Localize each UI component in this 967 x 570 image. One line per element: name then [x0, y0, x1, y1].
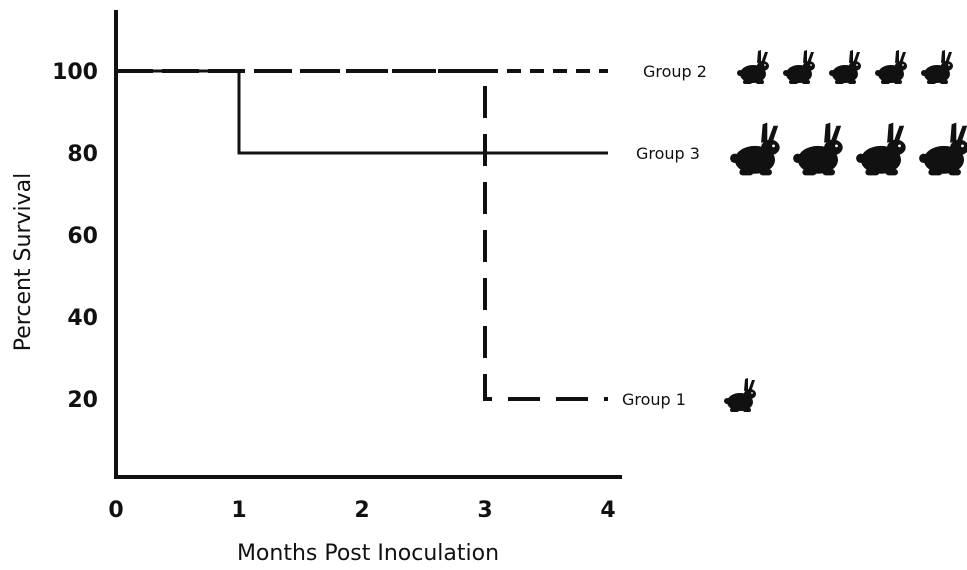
series-label: Group 2: [643, 62, 707, 81]
y-tick-label: 20: [67, 388, 98, 413]
y-tick-label: 100: [52, 60, 98, 85]
rabbit-icon: [875, 50, 907, 84]
y-tick-label: 80: [67, 142, 98, 167]
y-tick-label: 40: [67, 306, 98, 331]
series-layer: [116, 69, 608, 401]
animal-icons: [724, 50, 967, 412]
rabbit-icon: [793, 122, 843, 176]
series-label: Group 3: [636, 144, 700, 163]
rabbit-icon: [783, 50, 815, 84]
x-tick-label: 0: [108, 498, 123, 523]
y-axis-title: Percent Survival: [11, 173, 36, 351]
x-tick-labels: 0 1 2 3 4: [108, 498, 615, 523]
x-tick-label: 4: [600, 498, 615, 523]
series-label: Group 1: [622, 390, 686, 409]
x-tick-label: 2: [354, 498, 369, 523]
y-tick-labels: 20 40 60 80 100: [52, 60, 98, 413]
rabbit-icon: [919, 122, 967, 176]
rabbit-icon: [829, 50, 861, 84]
x-tick-label: 3: [477, 498, 492, 523]
series-labels: Group 2 Group 3 Group 1: [622, 62, 707, 409]
rabbit-icon: [737, 50, 769, 84]
x-tick-label: 1: [231, 498, 246, 523]
series-line-group-3: [116, 69, 608, 155]
rabbit-icon: [730, 122, 780, 176]
series-line-group-1: [116, 69, 608, 401]
y-tick-label: 60: [67, 224, 98, 249]
rabbit-icon: [921, 50, 953, 84]
rabbit-icon: [856, 122, 906, 176]
rabbit-icon: [724, 378, 756, 412]
x-axis-title: Months Post Inoculation: [237, 541, 499, 566]
